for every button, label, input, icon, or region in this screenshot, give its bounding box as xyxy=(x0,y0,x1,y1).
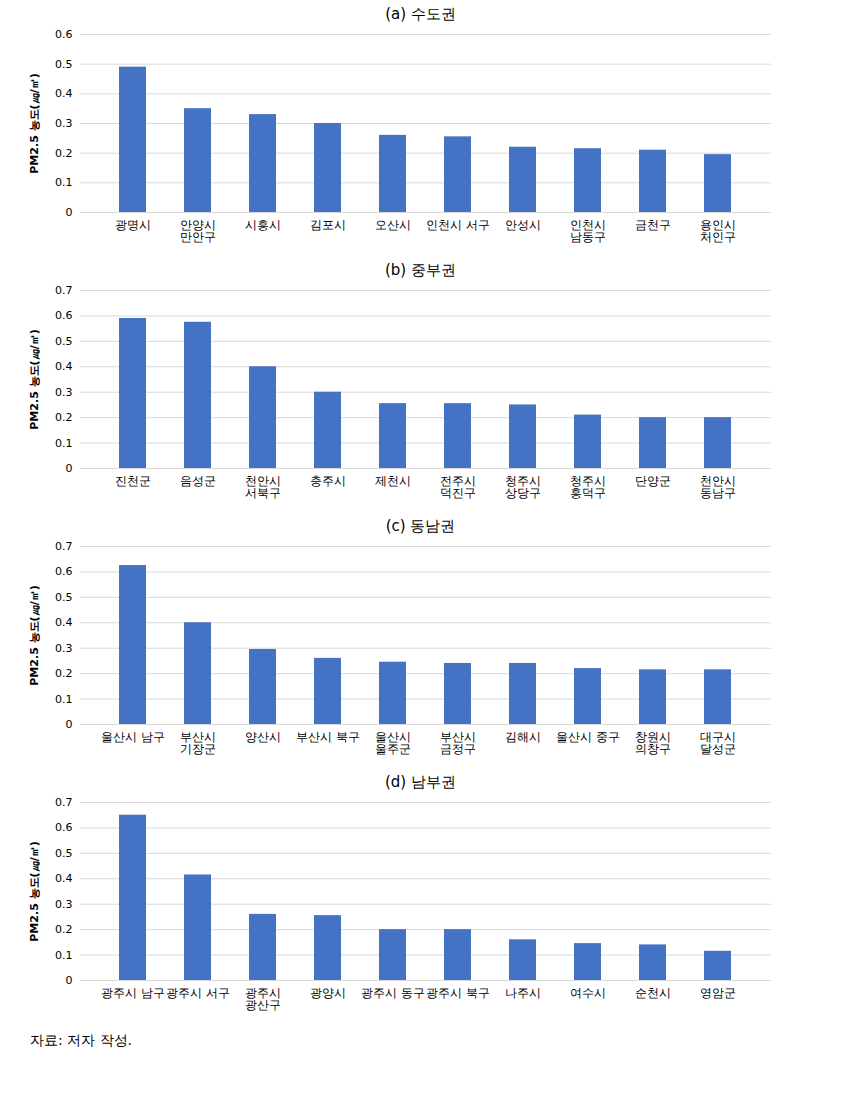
svg-text:전주시덕진구: 전주시덕진구 xyxy=(440,474,476,500)
svg-text:광주시 북구: 광주시 북구 xyxy=(426,986,490,1000)
svg-text:김포시: 김포시 xyxy=(310,218,346,232)
svg-text:0.1: 0.1 xyxy=(55,437,73,450)
svg-text:0.6: 0.6 xyxy=(55,821,73,834)
html-text:자료: 저자 작성.: 자료: 저자 작성. xyxy=(30,1032,133,1048)
html-text:(b) 중부권: (b) 중부권 xyxy=(385,261,456,279)
svg-text:울산시울주군: 울산시울주군 xyxy=(375,730,411,756)
svg-text:음성군: 음성군 xyxy=(180,474,216,488)
svg-text:0.7: 0.7 xyxy=(55,284,73,297)
svg-text:0.5: 0.5 xyxy=(55,591,73,604)
svg-text:천안시동남구: 천안시동남구 xyxy=(700,474,736,500)
svg-text:PM2.5 농도(㎍/㎥): PM2.5 농도(㎍/㎥) xyxy=(28,73,41,173)
svg-text:영암군: 영암군 xyxy=(700,986,736,1000)
svg-text:0.3: 0.3 xyxy=(55,386,73,399)
svg-text:0.3: 0.3 xyxy=(55,898,73,911)
svg-text:안양시만안구: 안양시만안구 xyxy=(180,218,216,244)
svg-text:순천시: 순천시 xyxy=(635,986,671,1000)
svg-text:광명시: 광명시 xyxy=(115,218,151,232)
svg-text:충주시: 충주시 xyxy=(310,474,346,488)
svg-text:부산시기장군: 부산시기장군 xyxy=(180,730,216,756)
svg-text:0.6: 0.6 xyxy=(55,28,73,41)
svg-text:진천군: 진천군 xyxy=(115,474,151,488)
svg-text:0.5: 0.5 xyxy=(55,847,73,860)
svg-text:0.1: 0.1 xyxy=(55,949,73,962)
svg-text:청주시상당구: 청주시상당구 xyxy=(505,474,541,500)
svg-text:0.4: 0.4 xyxy=(55,872,73,885)
svg-text:PM2.5 농도(㎍/㎥): PM2.5 농도(㎍/㎥) xyxy=(28,841,41,941)
svg-text:광주시 서구: 광주시 서구 xyxy=(166,986,230,1000)
svg-text:0.2: 0.2 xyxy=(55,667,73,680)
svg-text:청주시흥덕구: 청주시흥덕구 xyxy=(570,474,606,500)
svg-text:0.7: 0.7 xyxy=(55,796,73,809)
svg-text:오산시: 오산시 xyxy=(375,218,411,232)
svg-text:용인시처인구: 용인시처인구 xyxy=(700,218,736,244)
svg-text:단양군: 단양군 xyxy=(635,474,671,488)
svg-text:울산시 중구: 울산시 중구 xyxy=(556,730,620,744)
html-text:(d) 남부권: (d) 남부권 xyxy=(385,773,456,791)
svg-text:0.2: 0.2 xyxy=(55,923,73,936)
svg-text:0.7: 0.7 xyxy=(55,540,73,553)
svg-text:0.2: 0.2 xyxy=(55,411,73,424)
svg-text:광주시 동구: 광주시 동구 xyxy=(361,986,425,1000)
svg-text:인천시남동구: 인천시남동구 xyxy=(570,218,606,244)
svg-text:0.3: 0.3 xyxy=(55,117,73,130)
svg-text:0.4: 0.4 xyxy=(55,616,73,629)
svg-text:양산시: 양산시 xyxy=(245,730,281,744)
svg-text:부산시금정구: 부산시금정구 xyxy=(440,730,476,756)
html-text:(a) 수도권: (a) 수도권 xyxy=(385,5,456,23)
svg-text:인천시 서구: 인천시 서구 xyxy=(426,218,490,232)
svg-text:대구시달성군: 대구시달성군 xyxy=(700,730,736,756)
svg-text:시흥시: 시흥시 xyxy=(245,218,281,232)
svg-text:0.1: 0.1 xyxy=(55,176,73,189)
svg-text:여수시: 여수시 xyxy=(570,986,606,1000)
svg-text:0: 0 xyxy=(66,462,73,475)
svg-text:안성시: 안성시 xyxy=(505,218,541,232)
svg-text:창원시의창구: 창원시의창구 xyxy=(635,730,671,756)
svg-text:울산시 남구: 울산시 남구 xyxy=(101,730,165,744)
svg-text:0.6: 0.6 xyxy=(55,309,73,322)
svg-text:광주시광산구: 광주시광산구 xyxy=(245,986,281,1012)
svg-text:0.3: 0.3 xyxy=(55,642,73,655)
svg-text:0.1: 0.1 xyxy=(55,693,73,706)
svg-text:PM2.5 농도(㎍/㎥): PM2.5 농도(㎍/㎥) xyxy=(28,585,41,685)
svg-text:광양시: 광양시 xyxy=(310,986,346,1000)
svg-text:0.5: 0.5 xyxy=(55,58,73,71)
svg-text:나주시: 나주시 xyxy=(505,986,541,1000)
html-text:(c) 동남권: (c) 동남권 xyxy=(385,517,456,535)
svg-text:제천시: 제천시 xyxy=(375,474,411,488)
svg-text:0.6: 0.6 xyxy=(55,565,73,578)
svg-text:PM2.5 농도(㎍/㎥): PM2.5 농도(㎍/㎥) xyxy=(28,329,41,429)
svg-text:0.2: 0.2 xyxy=(55,147,73,160)
svg-text:0: 0 xyxy=(66,718,73,731)
svg-text:금천구: 금천구 xyxy=(635,218,671,232)
svg-text:김해시: 김해시 xyxy=(505,730,541,744)
svg-text:0: 0 xyxy=(66,974,73,987)
svg-text:0.5: 0.5 xyxy=(55,335,73,348)
svg-text:부산시 북구: 부산시 북구 xyxy=(296,730,360,744)
svg-text:0.4: 0.4 xyxy=(55,87,73,100)
svg-text:광주시 남구: 광주시 남구 xyxy=(101,986,165,1000)
svg-text:천안시서북구: 천안시서북구 xyxy=(245,474,281,500)
svg-text:0.4: 0.4 xyxy=(55,360,73,373)
svg-text:0: 0 xyxy=(66,206,73,219)
